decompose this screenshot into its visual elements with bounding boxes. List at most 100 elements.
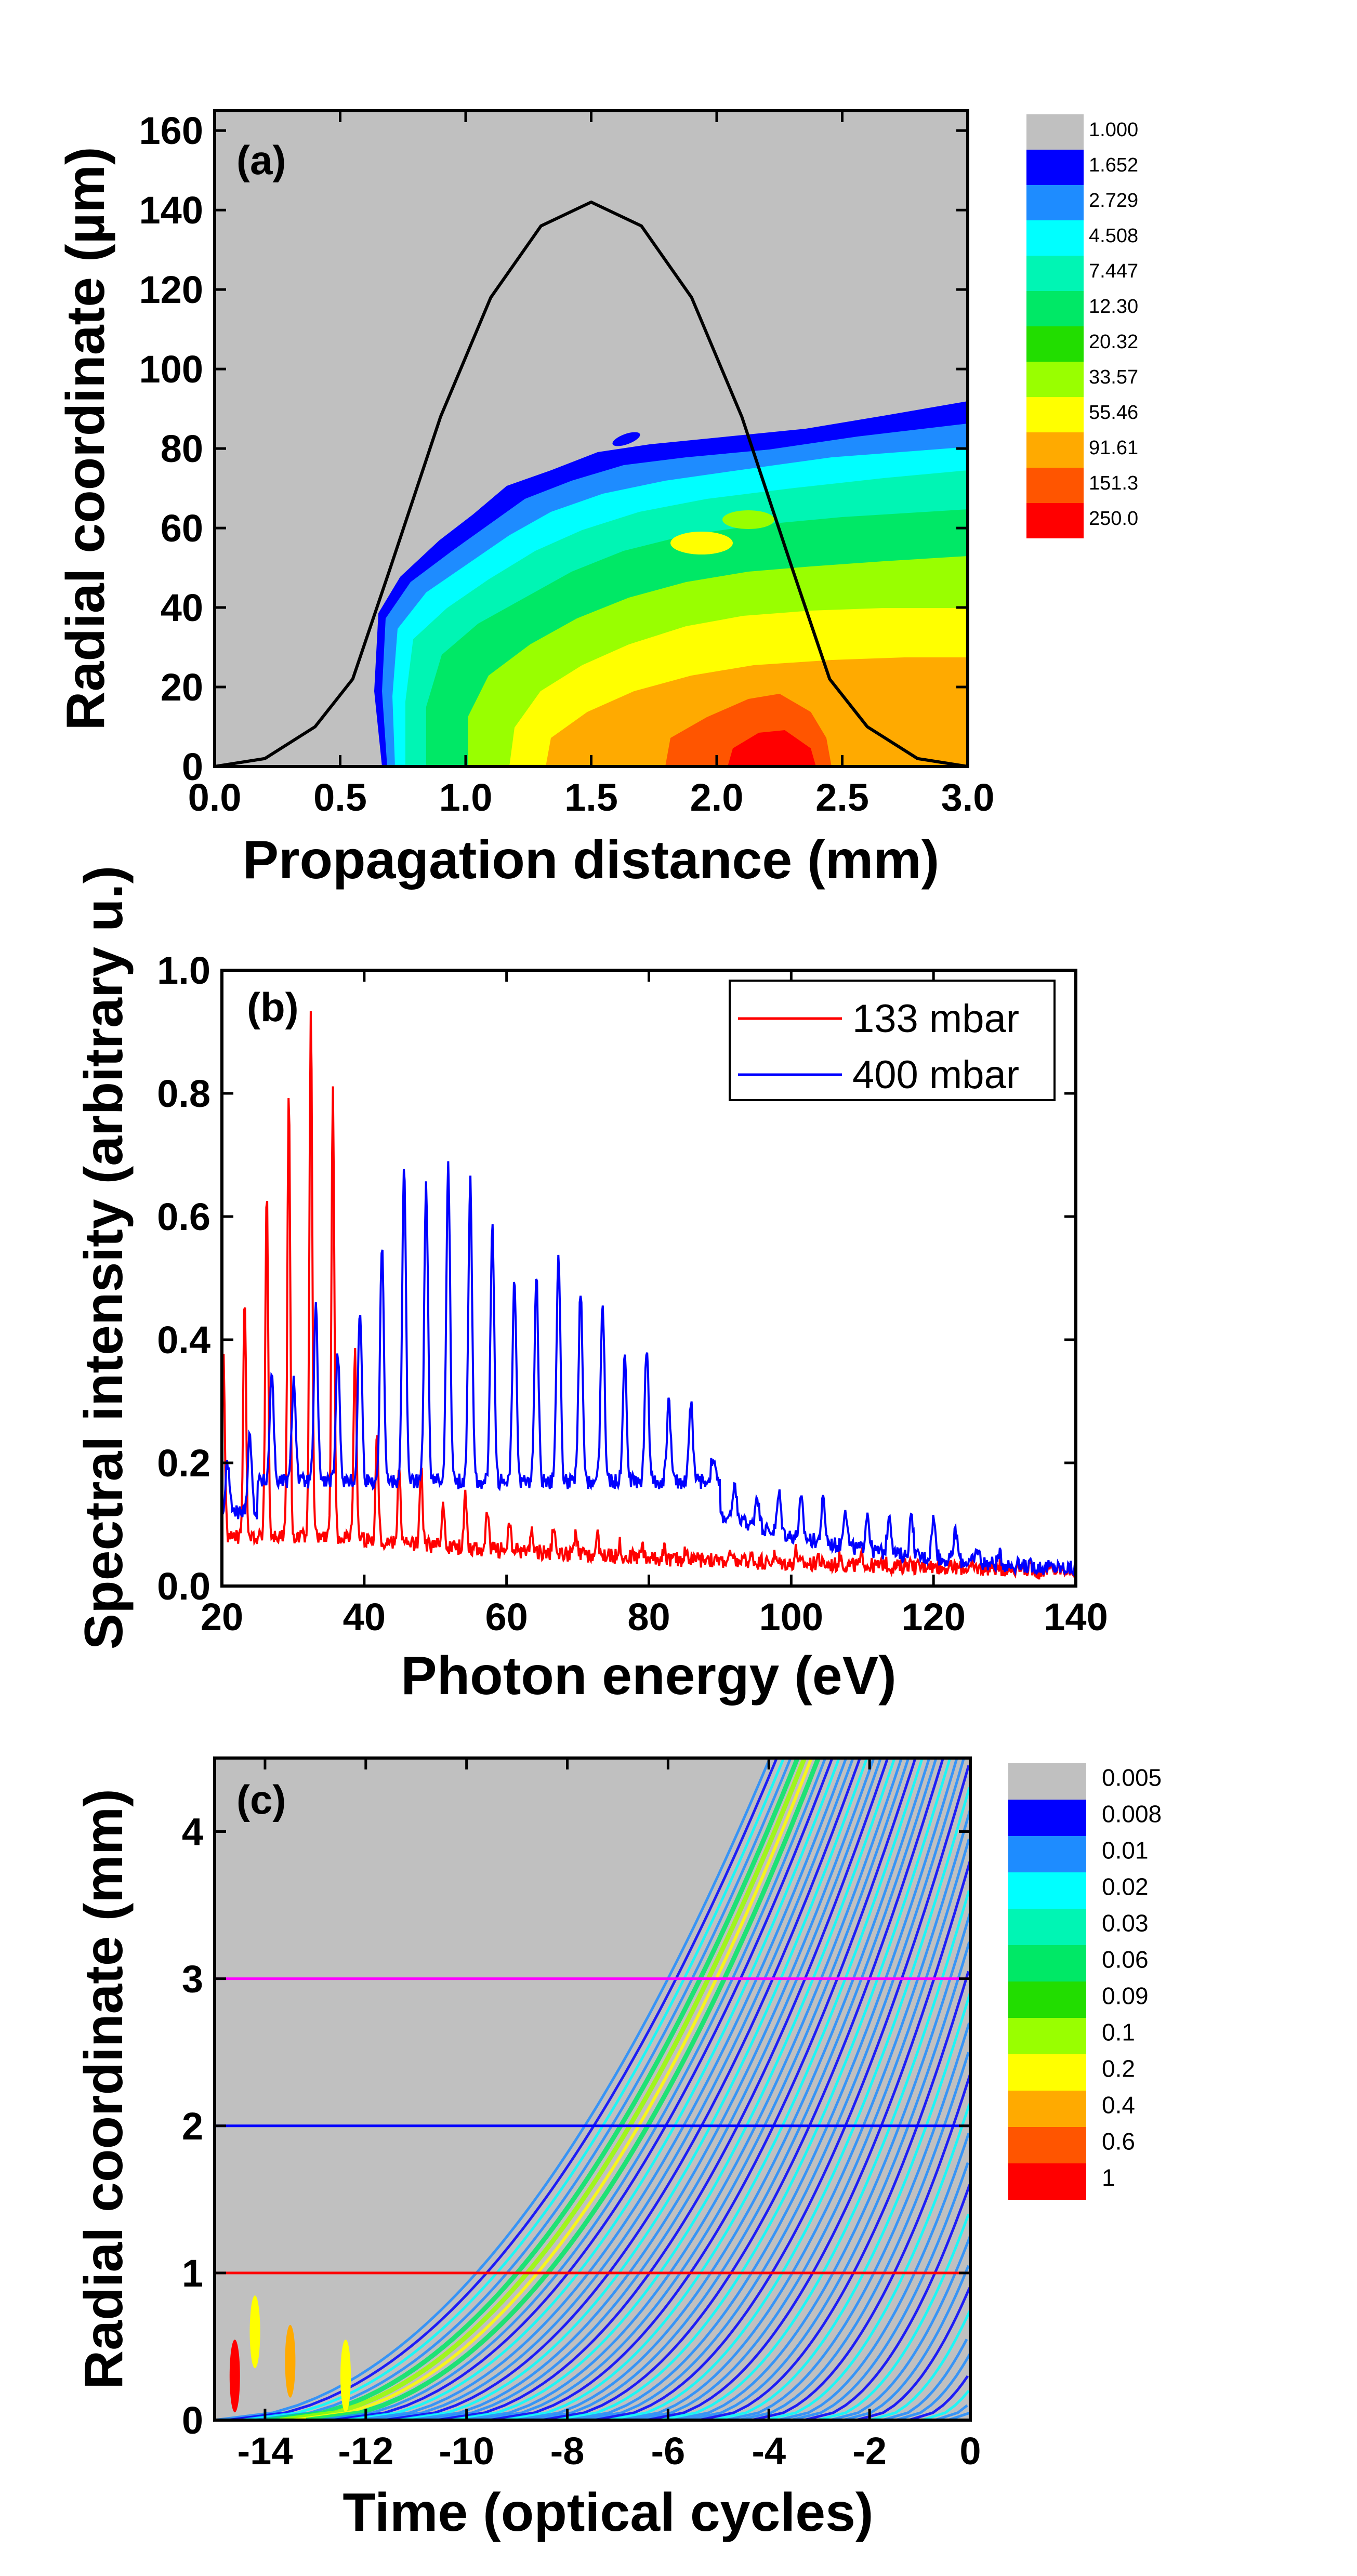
cbar-c-label-2: 0.01 (1102, 1837, 1149, 1864)
panel-label-c: (c) (236, 1777, 286, 1822)
b-ytick-label-4: 0.8 (157, 1072, 210, 1115)
b-xtick-label-5: 120 (901, 1595, 965, 1639)
fringe-arc-49 (856, 2287, 970, 2420)
fringe-arc-19 (463, 1758, 903, 2420)
fringe-arc-13 (385, 1758, 861, 2420)
cbar-a-label-5: 12.30 (1089, 296, 1138, 318)
cbar-c-label-9: 0.4 (1102, 2091, 1135, 2118)
fringe-arc-12 (372, 1758, 854, 2420)
fringe-arc-28 (581, 1758, 965, 2420)
plume-blob (612, 432, 640, 446)
cbar-c-label-4: 0.03 (1102, 1909, 1149, 1936)
b-ytick-label-3: 0.6 (157, 1195, 210, 1238)
cbar-a-label-11: 250.0 (1089, 508, 1138, 530)
series-133-mbar (221, 1011, 1076, 1580)
b-xtick-label-0: 20 (201, 1595, 243, 1639)
fringe-arc-18 (450, 1758, 896, 2420)
ylabel-b: Spectral intensity (arbitrary u.) (74, 866, 134, 1649)
b-xtick-label-1: 40 (343, 1595, 386, 1639)
b-xtick-label-6: 140 (1044, 1595, 1108, 1639)
fringe-arc-43 (778, 2133, 970, 2420)
cbar-c-swatch-8 (1008, 2054, 1086, 2091)
fringe-arc-22 (503, 1758, 924, 2420)
ticks-a: 0.0 0.5 1.0 1.5 2.0 2.5 3.0 0 20 40 60 80 100 120 140 1… (139, 109, 995, 819)
ylabel-a: Radial coordinate (µm) (56, 147, 116, 730)
cbar-c-label-1: 0.008 (1102, 1800, 1162, 1827)
cbar-c-label-7: 0.1 (1102, 2018, 1135, 2045)
fringe-arc-29 (594, 1765, 970, 2420)
a-ytick-label-5: 100 (139, 348, 203, 391)
fringe-arc-41 (751, 2073, 970, 2420)
fringe-arc-52 (895, 2353, 970, 2420)
cbar-c-label-11: 1 (1102, 2164, 1115, 2191)
panel-label-b: (b) (247, 984, 299, 1030)
cbar-a-label-1: 1.652 (1089, 154, 1138, 176)
fringe-arc-4 (267, 1758, 800, 2420)
a-xtick-label-4: 2.0 (690, 776, 744, 819)
a-ytick-label-4: 80 (161, 427, 203, 470)
fringe-arc-0 (215, 1758, 771, 2420)
fringe-arc-39 (725, 2022, 970, 2420)
cbar-a-swatch-0 (1026, 114, 1084, 150)
fringe-arc-26 (555, 1758, 952, 2420)
colorbar-a: 1.000 1.652 2.729 4.508 7.447 12.30 20.32 33.57… (1026, 114, 1138, 538)
c-xtick-label-3: -8 (550, 2429, 585, 2473)
plume-blob-3 (722, 510, 774, 529)
fringe-arc-15 (411, 1758, 875, 2420)
cbar-a-label-6: 20.32 (1089, 331, 1138, 353)
cbar-a-swatch-10 (1026, 468, 1084, 503)
fringe-arc-55 (934, 2404, 968, 2420)
fringe-arc-27 (568, 1758, 958, 2420)
fringe-arc-51 (882, 2339, 968, 2420)
series-400-mbar (221, 1161, 1076, 1577)
fringe-arc-5 (280, 1758, 807, 2420)
cbar-a-swatch-1 (1026, 150, 1084, 185)
a-ytick-label-1: 20 (161, 666, 203, 709)
hotspot-1 (285, 2324, 296, 2398)
xlabel-c: Time (optical cycles) (342, 2482, 873, 2543)
b-ytick-label-2: 0.4 (157, 1318, 210, 1362)
legend-label-133: 133 mbar (852, 997, 1019, 1041)
cbar-c-swatch-11 (1008, 2163, 1086, 2200)
c-ytick-label-2: 2 (182, 2105, 203, 2148)
heatmap-a (374, 401, 968, 767)
a-ytick-label-6: 120 (139, 268, 203, 311)
cbar-a-label-0: 1.000 (1089, 119, 1138, 141)
cbar-a-label-7: 33.57 (1089, 366, 1138, 388)
c-ytick-label-0: 0 (182, 2399, 203, 2442)
c-ytick-label-3: 3 (182, 1958, 203, 2001)
plume-blob-2 (670, 532, 733, 554)
cbar-c-label-3: 0.02 (1102, 1873, 1149, 1900)
xlabel-a: Propagation distance (mm) (243, 830, 940, 890)
a-xtick-label-0: 0.0 (188, 776, 242, 819)
cbar-c-label-8: 0.2 (1102, 2055, 1135, 2082)
cbar-a-swatch-9 (1026, 432, 1084, 468)
hotspot-2 (340, 2340, 351, 2413)
colorbar-c: 0.005 0.008 0.01 0.02 0.03 0.06 0.09 0.1 0.2 0.4 0… (1008, 1763, 1162, 2200)
cbar-a-label-2: 2.729 (1089, 190, 1138, 212)
fringe-arc-47 (829, 2236, 970, 2420)
cbar-c-swatch-4 (1008, 1909, 1086, 1945)
fringe-arc-36 (686, 1941, 970, 2420)
fringe-arc-24 (529, 1758, 938, 2420)
cbar-a-swatch-11 (1026, 503, 1084, 538)
fringe-arc-46 (816, 2213, 970, 2420)
c-xtick-label-5: -4 (752, 2429, 786, 2473)
b-ytick-label-1: 0.2 (157, 1442, 210, 1485)
cbar-c-label-10: 0.6 (1102, 2128, 1135, 2155)
fringe-arc-30 (607, 1787, 970, 2420)
b-ytick-label-0: 0.0 (157, 1565, 210, 1608)
fringe-arc-40 (738, 2052, 970, 2420)
cbar-a-swatch-8 (1026, 397, 1084, 432)
cbar-a-label-8: 55.46 (1089, 402, 1138, 424)
panel-label-a: (a) (236, 137, 286, 183)
panel-c: -14 -12 -10 -8 -6 -4 -2 0 0 1 2 3 4 (c) Time (optica… (74, 1756, 1162, 2543)
cbar-a-swatch-2 (1026, 185, 1084, 220)
cbar-c-swatch-5 (1008, 1945, 1086, 1981)
a-ytick-label-3: 60 (161, 507, 203, 550)
fringe-arc-7 (306, 1758, 821, 2420)
fringe-arc-54 (921, 2389, 970, 2420)
panel-a: 0.0 0.5 1.0 1.5 2.0 2.5 3.0 0 20 40 60 80 100 120 140 1… (56, 109, 1138, 890)
